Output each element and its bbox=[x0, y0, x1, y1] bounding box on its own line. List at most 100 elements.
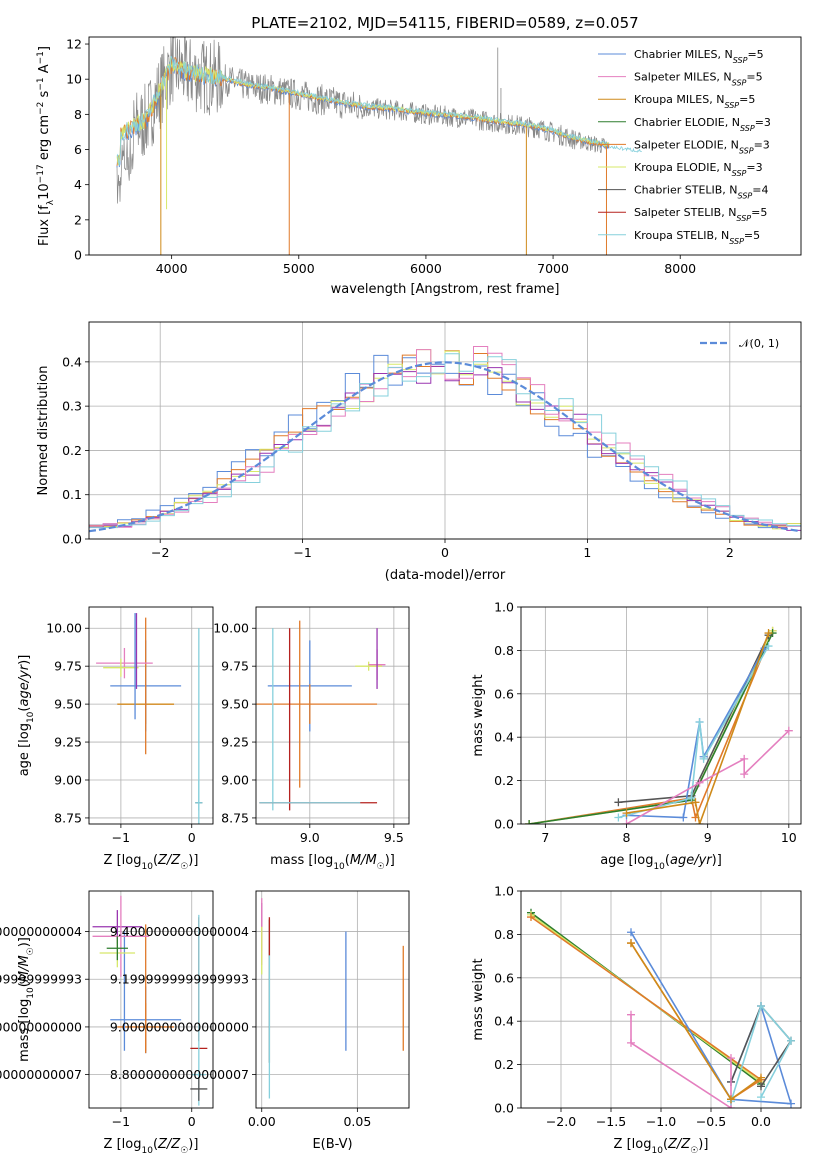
legend-entry: 𝒩(0, 1) bbox=[739, 337, 779, 350]
y-tick-label: 9.4000000000000004 bbox=[0, 924, 82, 939]
axes-frame bbox=[520, 890, 802, 1109]
weight-marker bbox=[627, 1010, 635, 1019]
weight-marker bbox=[525, 820, 534, 824]
y-axis-label: Normed distribution bbox=[36, 366, 51, 496]
x-tick-label: 1 bbox=[583, 545, 591, 560]
mass_vs_EBV-plot-area bbox=[261, 898, 404, 1099]
weight_vs_Z-panel: −2.0 −1.5 −1.0 −0.5 0.0 0.0 0.2 0.4 0.6 0.8 1.0 Z [… bbox=[471, 884, 802, 1156]
x-tick-label: −2.0 bbox=[546, 1114, 576, 1129]
weight-marker bbox=[691, 798, 700, 807]
weight-line bbox=[730, 1004, 792, 1102]
x-axis-label: Z [log10(Z/Z☉)] bbox=[104, 1137, 199, 1156]
y-tick-label: 9.0000000000000000 bbox=[110, 1019, 249, 1034]
weight-marker bbox=[695, 820, 704, 824]
weight-marker bbox=[699, 754, 708, 763]
age_vs_mass-plot-area bbox=[256, 620, 386, 811]
x-tick-label: 4000 bbox=[156, 261, 188, 276]
x-tick-label: 6000 bbox=[410, 261, 442, 276]
y-tick-label: 10.00 bbox=[46, 621, 82, 636]
y-axis-label: mass weight bbox=[471, 958, 486, 1040]
y-axis-label: mass weight bbox=[471, 674, 486, 756]
residuals-panel: −2 −1 0 1 2 0.0 0.1 0.2 0.3 0.4 (data-model)/error… bbox=[36, 321, 802, 583]
x-tick-label: 0 bbox=[441, 545, 449, 560]
y-tick-label: 6 bbox=[74, 142, 82, 157]
y-tick-label: 0 bbox=[74, 248, 82, 263]
y-tick-label: 8.8000000000000007 bbox=[0, 1067, 82, 1082]
y-tick-label: 9.00 bbox=[221, 772, 249, 787]
axes-frame bbox=[88, 36, 802, 256]
y-tick-label: 4 bbox=[74, 177, 82, 192]
weight-marker bbox=[695, 778, 704, 787]
x-axis-label: Z [log10(Z/Z☉)] bbox=[104, 853, 199, 872]
y-tick-label: 0.2 bbox=[494, 773, 514, 788]
figure-title: PLATE=2102, MJD=54115, FIBERID=0589, z=0… bbox=[251, 14, 638, 32]
y-tick-label: 8.8000000000000007 bbox=[110, 1067, 249, 1082]
x-tick-label: −1.5 bbox=[596, 1114, 626, 1129]
y-tick-label: 10.00 bbox=[213, 621, 249, 636]
y-tick-label: 0.1 bbox=[62, 487, 82, 502]
legend-entry: Kroupa ELODIE, NSSP=3 bbox=[634, 161, 763, 178]
legend-entry: Kroupa STELIB, NSSP=5 bbox=[634, 229, 760, 246]
x-axis-label: Z [log10(Z/Z☉)] bbox=[614, 1137, 709, 1156]
weight-marker bbox=[627, 939, 635, 948]
age_vs_Z-panel: −1 0 8.75 9.00 9.25 9.50 9.75 10.00 Z [log10(Z/Z… bbox=[17, 606, 214, 872]
weight-marker bbox=[622, 820, 631, 824]
y-tick-label: 0.6 bbox=[494, 686, 514, 701]
y-axis-label: Flux [fλ10−17 erg cm−2 s−1 A−1] bbox=[36, 46, 56, 246]
x-tick-label: 0.0 bbox=[751, 1114, 771, 1129]
x-tick-label: 2 bbox=[726, 545, 734, 560]
weight_vs_age-panel: 7 8 9 10 0.0 0.2 0.4 0.6 0.8 1.0 age [log10(age/yr… bbox=[471, 600, 802, 872]
y-tick-label: 8.75 bbox=[54, 810, 82, 825]
x-tick-label: 7 bbox=[541, 830, 549, 845]
x-tick-label: 0 bbox=[188, 830, 196, 845]
y-axis-label: age [log10(age/yr)] bbox=[17, 655, 36, 777]
y-tick-label: 9.25 bbox=[54, 735, 82, 750]
x-tick-label: −0.5 bbox=[696, 1114, 726, 1129]
weight-line bbox=[528, 630, 774, 824]
y-tick-label: 8.75 bbox=[221, 810, 249, 825]
y-tick-label: 0.2 bbox=[62, 443, 82, 458]
weight-line bbox=[528, 630, 774, 824]
weight-marker bbox=[757, 1073, 765, 1082]
y-tick-label: 9.75 bbox=[221, 659, 249, 674]
y-tick-label: 9.0000000000000000 bbox=[0, 1019, 82, 1034]
x-tick-label: 0.00 bbox=[248, 1114, 276, 1129]
residuals-plot-area bbox=[89, 346, 801, 533]
weight-marker bbox=[627, 928, 635, 937]
x-tick-label: 9 bbox=[704, 830, 712, 845]
weight-marker bbox=[622, 809, 631, 818]
weight_vs_Z-plot-area bbox=[527, 908, 795, 1108]
weight-marker bbox=[784, 726, 793, 735]
x-tick-label: 5000 bbox=[283, 261, 315, 276]
spectrum-legend: Chabrier MILES, NSSP=5 Salpeter MILES, NS… bbox=[598, 48, 771, 245]
weight_vs_age-plot-area bbox=[525, 626, 793, 824]
y-tick-label: 8 bbox=[74, 107, 82, 122]
weight-marker bbox=[627, 1038, 635, 1047]
legend-entry: Chabrier STELIB, NSSP=4 bbox=[634, 184, 768, 201]
x-tick-label: 9.0 bbox=[300, 830, 320, 845]
axes-frame bbox=[255, 890, 410, 1109]
weight-marker bbox=[527, 913, 535, 922]
y-tick-label: 9.1999999999999993 bbox=[0, 972, 82, 987]
observed-spectrum bbox=[116, 37, 610, 204]
y-tick-label: 0.4 bbox=[494, 730, 514, 745]
y-axis-label: mass [log10(M/M☉)] bbox=[17, 937, 36, 1062]
y-tick-label: 0.8 bbox=[494, 643, 514, 658]
x-axis-label: wavelength [Angstrom, rest frame] bbox=[331, 282, 560, 297]
y-tick-label: 0.3 bbox=[62, 399, 82, 414]
x-tick-label: 8 bbox=[623, 830, 631, 845]
weight-marker bbox=[757, 1082, 765, 1091]
x-tick-label: 10 bbox=[781, 830, 797, 845]
x-axis-label: mass [log10(M/M☉)] bbox=[270, 853, 395, 872]
x-axis-label: (data-model)/error bbox=[385, 568, 506, 583]
y-tick-label: 0.0 bbox=[62, 532, 82, 547]
y-tick-label: 0.4 bbox=[62, 354, 82, 369]
weight-marker bbox=[764, 629, 773, 638]
legend-entry: Chabrier MILES, NSSP=5 bbox=[634, 48, 764, 65]
y-tick-label: 10 bbox=[66, 72, 82, 87]
y-tick-label: 0.0 bbox=[494, 817, 514, 832]
weight-line bbox=[530, 916, 762, 1081]
legend-entry: Salpeter MILES, NSSP=5 bbox=[634, 71, 763, 88]
y-tick-label: 0.0 bbox=[494, 1101, 514, 1116]
legend-entry: Chabrier ELODIE, NSSP=3 bbox=[634, 116, 771, 133]
